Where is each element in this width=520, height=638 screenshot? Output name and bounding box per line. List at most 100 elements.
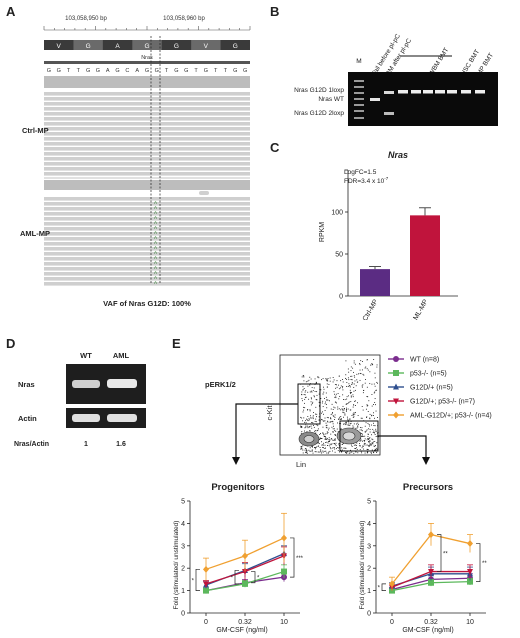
flow-event [300,448,302,450]
flow-event [353,386,355,388]
flow-event [312,415,314,417]
flow-event [334,407,336,409]
flow-event [310,415,311,417]
flow-event [303,402,305,404]
flow-event [318,401,320,403]
flow-event [321,412,322,414]
flow-event [353,390,355,392]
flow-event [323,398,325,399]
flow-event [367,411,369,412]
flow-event [364,367,366,369]
flow-event [359,445,360,447]
seq-base: G [155,68,159,74]
chart-precursors-point [467,569,473,576]
flow-event [371,363,373,365]
flow-event [374,401,376,403]
flow-event [310,378,312,380]
flow-event [327,420,328,422]
flow-event [307,420,309,422]
flow-event [323,442,325,444]
ctrl-mp-label: Ctrl-MP [22,126,49,135]
seq-base: T [77,68,81,74]
flow-event [311,391,313,393]
flow-event [325,437,327,439]
flow-event [329,439,331,441]
gel-band [475,90,485,94]
flow-event [375,390,377,391]
flow-event [320,438,321,440]
seq-base: T [67,68,71,74]
flow-event [305,426,307,428]
flow-event [315,446,317,448]
flow-event [307,409,309,410]
flow-event [331,438,333,440]
flow-event [372,363,374,365]
read-line [44,262,250,266]
variant-base: A [154,230,157,235]
flow-event [374,385,376,387]
flow-event [313,412,314,414]
flow-event [322,432,324,434]
flow-event [326,437,328,439]
flow-event [364,382,366,384]
flow-event [353,452,355,454]
band-label-1loxp: Nras G12D 1loxp [294,87,344,94]
flow-event [328,451,330,453]
flow-event [335,445,337,447]
flow-event [355,444,357,446]
flow-event [307,416,309,418]
flow-event [331,443,333,445]
gel-band [411,90,421,94]
flow-event [339,416,341,418]
flow-event [349,386,351,388]
flow-event [313,396,315,398]
flow-event [301,400,303,402]
flow-event [326,441,328,443]
flow-event [310,425,312,427]
flow-event [346,408,348,410]
flow-event [305,420,307,422]
read-line [44,122,250,126]
flow-event [329,400,330,402]
flow-event [301,391,303,393]
flow-event [343,423,345,425]
flow-event [320,437,322,439]
flow-event [357,452,359,454]
chart-precursors-ytick-label: 4 [367,521,371,528]
flow-event [330,408,332,410]
flow-event [346,381,348,383]
read-line [44,142,250,146]
flow-event [306,418,307,420]
flow-event [353,412,355,414]
flow-event [361,385,363,387]
legend-marker [393,398,399,405]
flow-event [317,428,319,430]
flow-event [376,435,378,437]
flow-event [345,451,347,453]
flow-event [334,414,336,416]
flow-event [303,417,305,419]
flow-event [318,393,320,395]
flow-event [312,390,314,392]
sig-bracket-label: * [378,586,381,592]
flow-event [305,425,307,427]
chart-progenitors-xtick-label: 0.32 [238,619,252,626]
flow-event [368,441,369,443]
flow-event [346,398,348,400]
flow-event [303,406,305,408]
legend-label: G12D/+ (n=5) [410,385,453,392]
flow-event [352,394,354,396]
flow-event [327,442,329,444]
flow-event [367,438,369,439]
read-line [44,282,250,286]
flow-event [359,372,361,374]
panel-d-letter: D [6,336,16,351]
ladder-band [354,104,364,106]
lane-label-m: M [356,58,361,65]
flow-event [325,396,327,398]
flow-event [320,451,322,453]
gene-label: Nras [141,55,153,61]
flow-event [338,418,339,420]
flow-event [302,420,304,422]
sig-bracket [290,537,295,578]
